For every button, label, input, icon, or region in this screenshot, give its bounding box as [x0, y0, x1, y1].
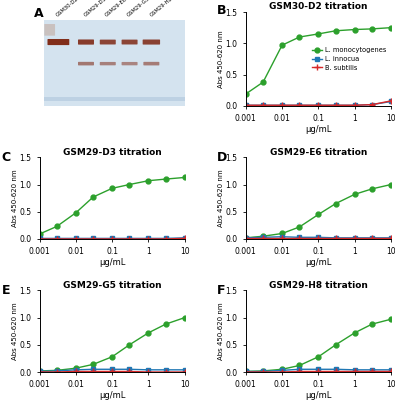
FancyBboxPatch shape [44, 24, 55, 36]
Y-axis label: Abs 450-620 nm: Abs 450-620 nm [12, 302, 18, 360]
Text: D: D [217, 151, 227, 164]
Y-axis label: Abs 450-620 nm: Abs 450-620 nm [218, 169, 224, 227]
X-axis label: μg/mL: μg/mL [305, 258, 332, 267]
FancyBboxPatch shape [143, 40, 160, 44]
X-axis label: μg/mL: μg/mL [99, 258, 125, 267]
Title: GSM29-H8 titration: GSM29-H8 titration [269, 280, 368, 290]
FancyBboxPatch shape [122, 62, 137, 65]
Title: GSM30-D2 titration: GSM30-D2 titration [269, 2, 368, 11]
FancyBboxPatch shape [100, 40, 116, 44]
Text: B: B [217, 4, 226, 18]
X-axis label: μg/mL: μg/mL [305, 391, 332, 400]
FancyBboxPatch shape [78, 62, 94, 66]
Y-axis label: Abs 450-620 nm: Abs 450-620 nm [218, 30, 224, 88]
Title: GSM29-E6 titration: GSM29-E6 titration [270, 148, 367, 156]
Y-axis label: Abs 450-620 nm: Abs 450-620 nm [218, 302, 224, 360]
X-axis label: μg/mL: μg/mL [305, 124, 332, 134]
FancyBboxPatch shape [47, 39, 69, 45]
Text: F: F [217, 284, 225, 297]
Title: GSM29-D3 titration: GSM29-D3 titration [63, 148, 162, 156]
Text: A: A [34, 7, 43, 20]
Title: GSM29-G5 titration: GSM29-G5 titration [63, 280, 162, 290]
Text: GSM30-D2: GSM30-D2 [55, 0, 80, 18]
FancyBboxPatch shape [78, 40, 94, 45]
Text: GSM29-H8: GSM29-H8 [150, 0, 174, 18]
Bar [44, 98, 185, 101]
FancyBboxPatch shape [100, 62, 116, 65]
Legend: L. monocytogenes, L. innocua, B. subtilis: L. monocytogenes, L. innocua, B. subtili… [311, 46, 388, 72]
Text: GSM29-D3: GSM29-D3 [83, 0, 107, 18]
Text: E: E [2, 284, 10, 297]
Y-axis label: Abs 450-620 nm: Abs 450-620 nm [12, 169, 18, 227]
FancyBboxPatch shape [122, 40, 137, 44]
Text: GSM29-G5: GSM29-G5 [126, 0, 151, 18]
FancyBboxPatch shape [143, 62, 159, 66]
Text: GSM29-E6: GSM29-E6 [105, 0, 128, 18]
X-axis label: μg/mL: μg/mL [99, 391, 125, 400]
Text: C: C [2, 151, 11, 164]
